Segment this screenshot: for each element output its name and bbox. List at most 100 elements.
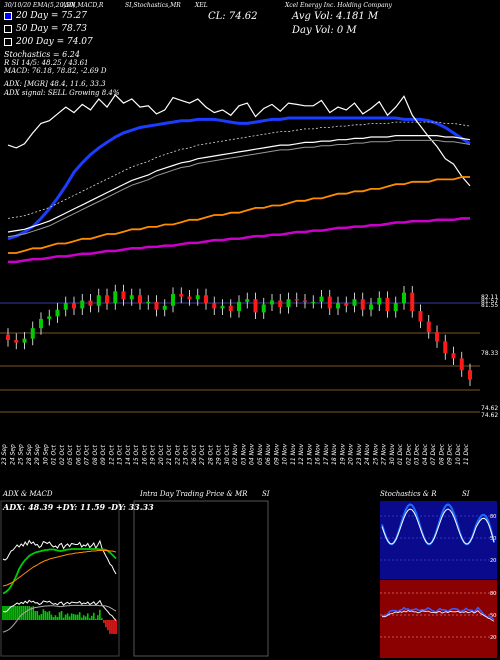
macd-bar-49 [101, 618, 103, 620]
macd-bar-26 [54, 615, 57, 620]
candle-layer [0, 284, 480, 413]
candle-body-39 [327, 296, 332, 309]
candle-body-24 [204, 295, 208, 304]
macd-bar-34 [70, 613, 73, 620]
candle-body-37 [311, 301, 316, 303]
stoch-panel-si: SI [462, 490, 470, 498]
macd-bar-6 [14, 606, 16, 620]
x-tick-label-21: 22 Oct [174, 444, 181, 465]
avg-volume: Avg Vol: 4.181 M [292, 11, 379, 22]
macd-bar-15 [32, 606, 35, 620]
x-tick-label-26: 29 Oct [216, 444, 223, 465]
candle-body-11 [96, 295, 101, 306]
x-tick-label-30: 04 Nov [249, 443, 256, 465]
legend-item-50: 50 Day = 78.73 [4, 24, 87, 34]
legend-label-50: 50 Day = 78.73 [16, 24, 88, 34]
macd-bar-52 [107, 620, 109, 631]
x-tick-label-33: 09 Nov [273, 443, 280, 465]
x-tick-label-51: 04 Dec [422, 443, 429, 465]
candle-body-21 [179, 293, 184, 297]
adx-panel [0, 500, 120, 657]
macd-bar-0 [2, 606, 4, 620]
legend-item-200: 200 Day = 74.07 [4, 37, 93, 47]
x-tick-label-9: 06 Oct [75, 444, 82, 465]
candle-body-30 [253, 299, 258, 313]
candle-body-18 [154, 301, 159, 310]
mr-blue-line [381, 606, 495, 621]
x-tick-label-22: 23 Oct [183, 444, 190, 465]
x-tick-label-18: 19 Oct [150, 444, 157, 465]
candle-body-50 [418, 311, 423, 322]
macd-bar-16 [34, 611, 37, 620]
candle-body-22 [187, 296, 192, 300]
candle-body-38 [319, 296, 324, 302]
macd-bar-53 [109, 620, 111, 634]
macd-bar-55 [113, 620, 115, 634]
legend-r-si: R SI 14/5: 48.25 / 43.61 [4, 59, 89, 67]
candle-body-12 [105, 295, 109, 304]
x-tick-label-16: 15 Oct [133, 444, 140, 465]
candle-body-6 [55, 309, 60, 317]
macd-bar-54 [111, 620, 113, 634]
main-chart: 23 Sep 24 Sep 25 Sep 28 Sep 29 Sep 30 Sep 01 O… [0, 93, 480, 465]
stoch-level-0: 80 [490, 514, 496, 520]
candle-body-23 [195, 295, 200, 300]
intra-panel [133, 500, 269, 657]
x-tick-label-14: 13 Oct [117, 444, 124, 465]
stoch-d-line [381, 508, 495, 545]
x-tick-label-0: 23 Sep [1, 444, 8, 465]
macd-bar-37 [76, 614, 79, 620]
macd-bar-13 [28, 606, 31, 620]
x-tick-label-15: 14 Oct [125, 444, 132, 465]
macd-bar-11 [24, 606, 26, 620]
macd-bar-17 [36, 611, 39, 620]
adx-green-line [2, 548, 117, 595]
adx-orange-line [2, 550, 117, 587]
macd-bar-4 [10, 606, 12, 620]
macd-bar-31 [64, 614, 67, 620]
candle-body-31 [261, 304, 266, 313]
x-tick-label-6: 01 Oct [51, 444, 58, 465]
candle-body-4 [39, 318, 43, 329]
x-tick-label-28: 02 Nov [232, 443, 239, 465]
macd-bar-22 [46, 612, 49, 620]
header-mid2: SI,Stochastics,MR [125, 2, 181, 9]
ema-dotted-band [7, 121, 471, 219]
macd-bar-8 [18, 606, 20, 620]
x-tick-label-48: 01 Dec [397, 443, 404, 465]
candle-body-51 [426, 321, 431, 333]
macd-bar-47 [97, 615, 99, 620]
price-label-4: 78.33 [481, 350, 499, 357]
candle-body-3 [30, 328, 35, 339]
macd-bar-12 [26, 606, 29, 620]
candle-body-48 [402, 292, 406, 304]
macd-bar-25 [52, 617, 55, 620]
stoch-panel [380, 501, 497, 579]
legend-label-20: 20 Day = 75.27 [16, 11, 88, 21]
x-tick-label-20: 21 Oct [166, 444, 173, 465]
candle-body-28 [237, 301, 241, 312]
adx-panel-title: ADX & MACD [3, 490, 53, 498]
macd-bar-18 [38, 615, 41, 620]
x-tick-label-44: 24 Nov [364, 443, 371, 465]
x-tick-label-13: 12 Oct [108, 444, 115, 465]
macd-bar-45 [93, 612, 95, 620]
candle-body-26 [220, 305, 225, 309]
legend-signal: ADX signal: SELL Growing 8.4% [4, 89, 120, 97]
header-code: XEL [195, 2, 208, 9]
adx-mini-line [2, 539, 117, 575]
macd-bar-7 [16, 606, 18, 620]
macd-bar-20 [42, 609, 45, 620]
x-tick-label-5: 30 Sep [42, 444, 49, 465]
candle-body-40 [336, 303, 340, 309]
macd-bar-14 [30, 606, 33, 620]
candle-body-53 [443, 341, 448, 354]
candle-body-52 [435, 332, 439, 342]
axis-layer: 23 Sep 24 Sep 25 Sep 28 Sep 29 Sep 30 Sep 01 O… [1, 443, 470, 465]
macd-bar-36 [74, 614, 77, 620]
macd-bar-48 [99, 609, 101, 620]
x-tick-label-29: 03 Nov [240, 443, 247, 465]
x-tick-label-23: 26 Oct [191, 444, 198, 465]
macd-bar-29 [60, 611, 63, 620]
